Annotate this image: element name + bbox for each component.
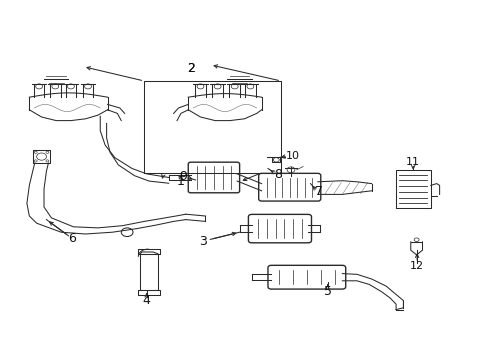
Text: 10: 10 <box>285 150 299 161</box>
Text: 6: 6 <box>68 232 76 245</box>
FancyBboxPatch shape <box>248 214 311 243</box>
Text: 12: 12 <box>409 261 423 271</box>
FancyBboxPatch shape <box>258 174 320 201</box>
Text: 11: 11 <box>406 157 419 167</box>
FancyBboxPatch shape <box>267 265 345 289</box>
Text: 2: 2 <box>186 62 194 75</box>
Text: 8: 8 <box>273 168 281 181</box>
Text: 3: 3 <box>199 235 206 248</box>
Text: 2: 2 <box>186 62 194 75</box>
Text: 4: 4 <box>142 294 150 307</box>
FancyBboxPatch shape <box>188 162 239 193</box>
Text: 7: 7 <box>315 185 323 198</box>
Text: 9: 9 <box>179 170 186 183</box>
Text: 5: 5 <box>323 285 331 298</box>
Text: 1: 1 <box>177 175 184 188</box>
